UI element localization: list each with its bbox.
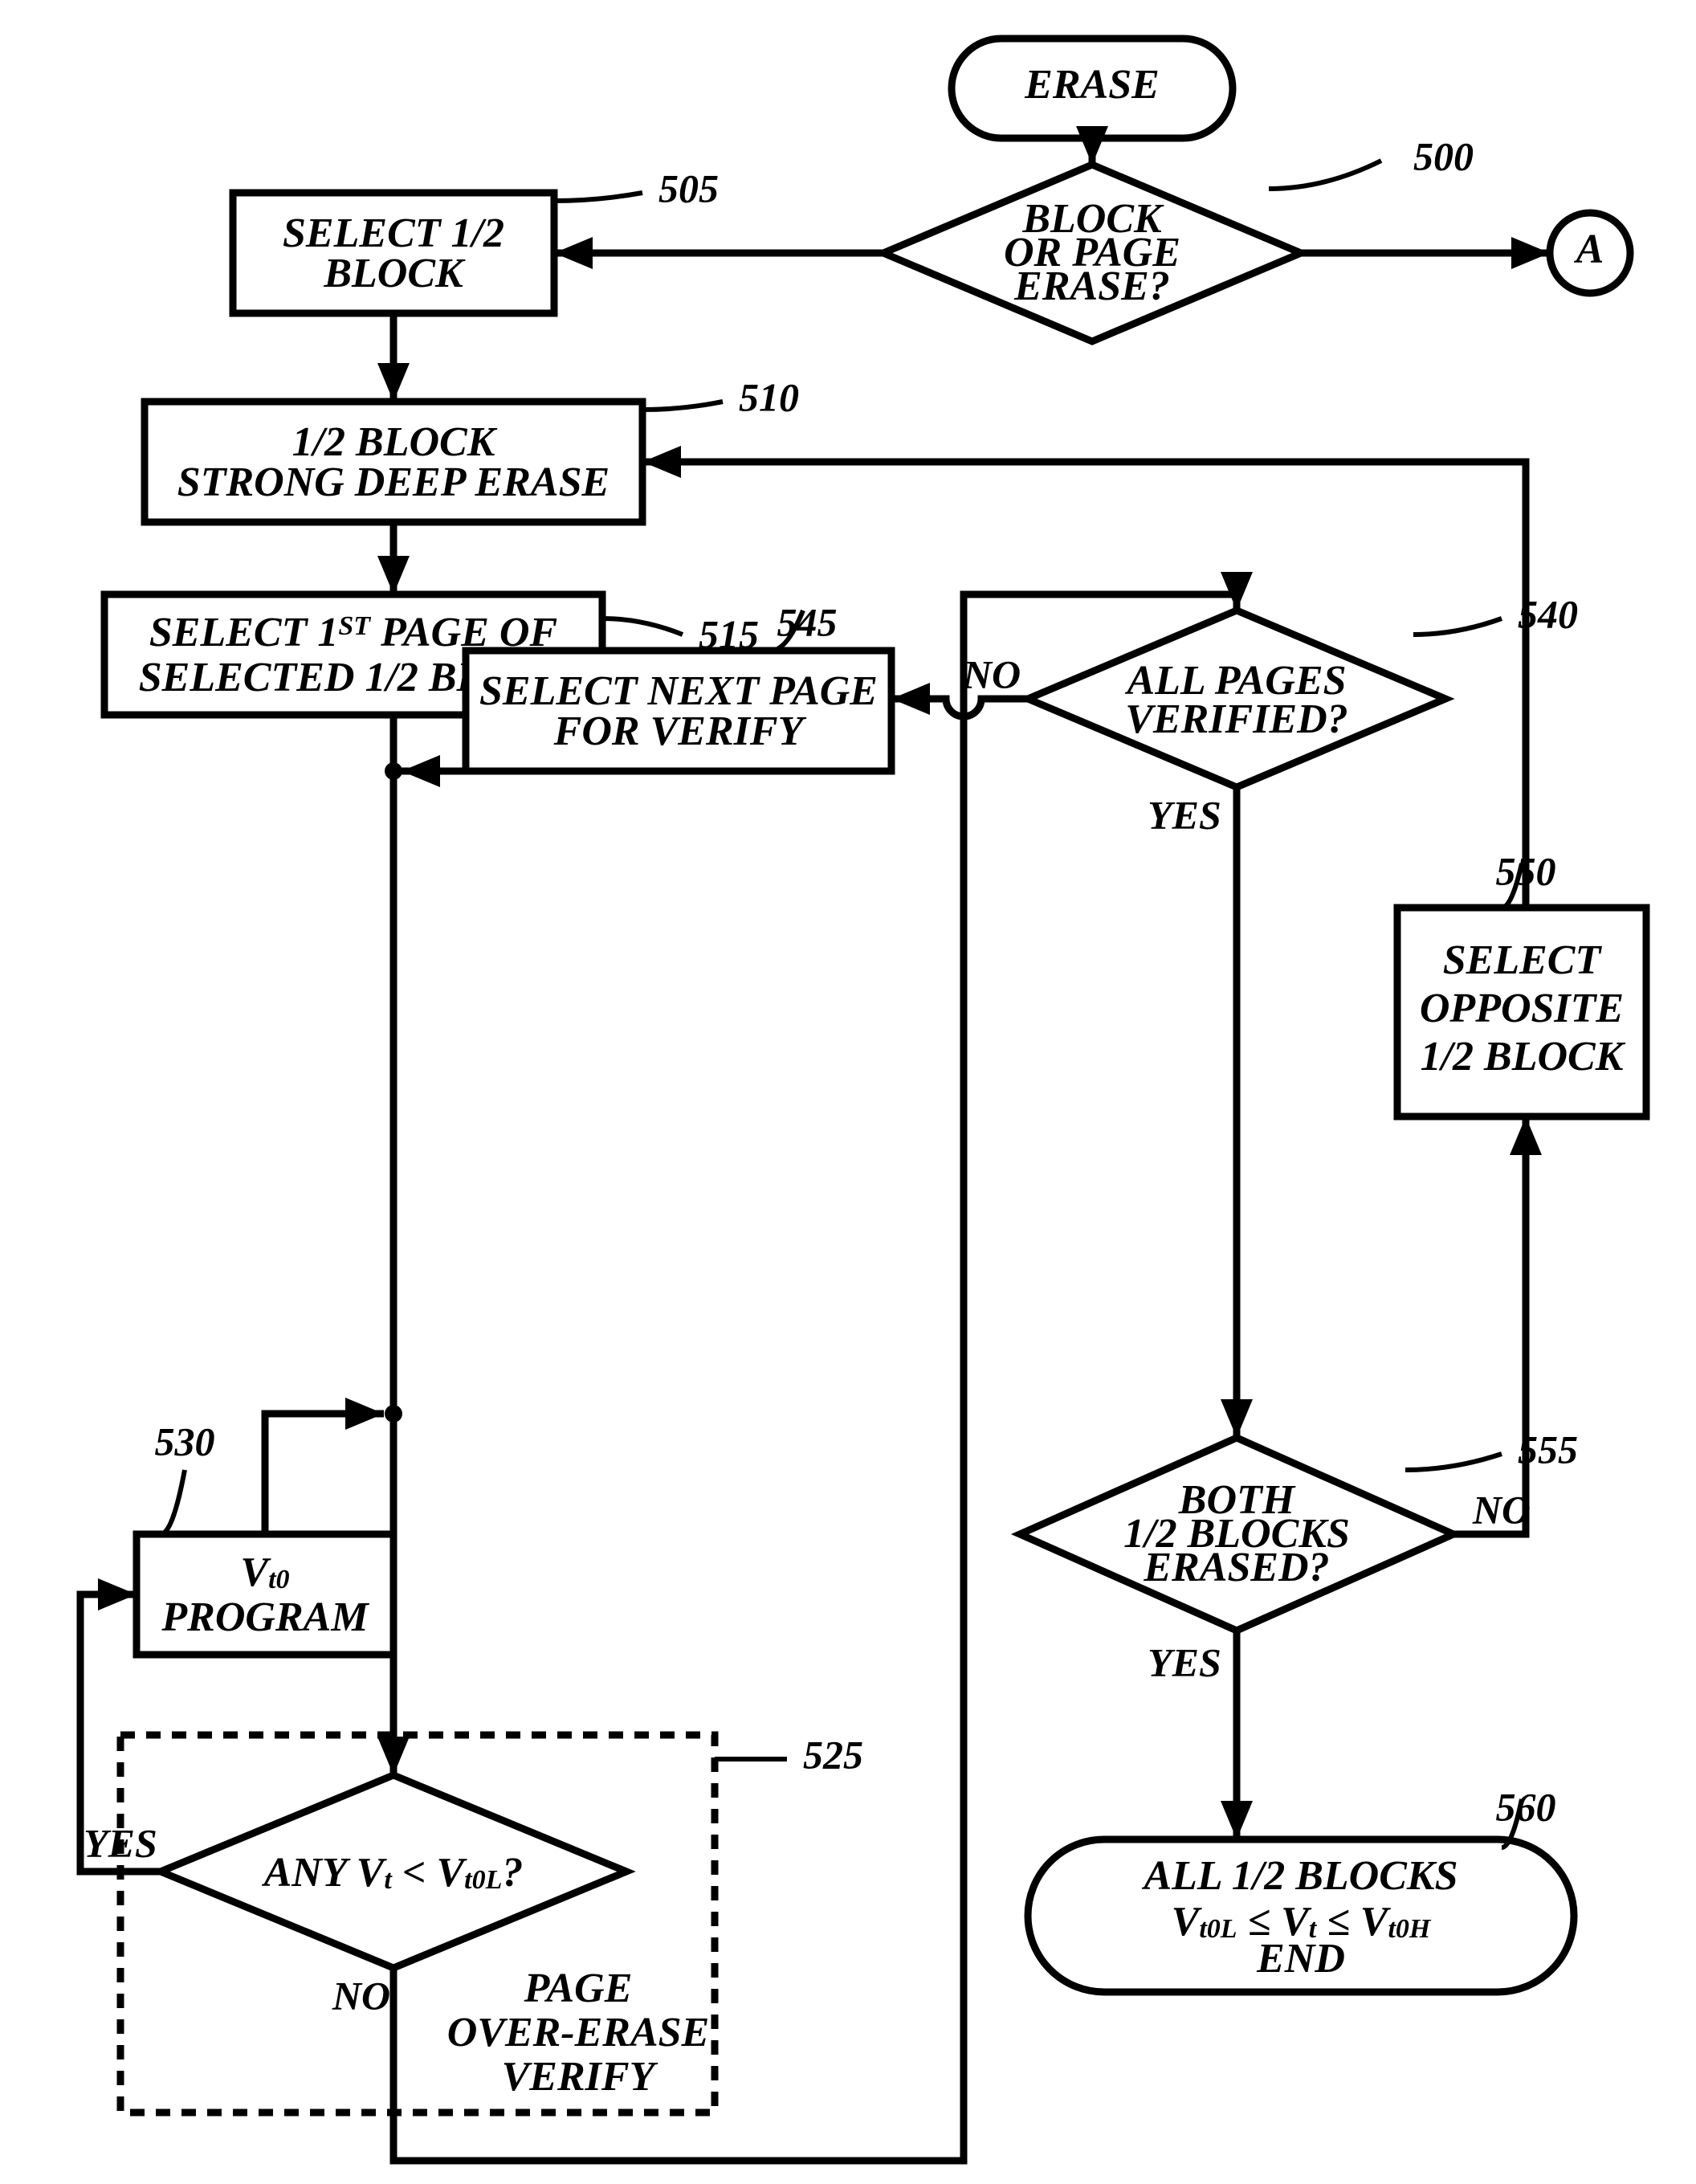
ref-545: 545 (777, 599, 838, 644)
svg-text:BLOCK: BLOCK (323, 251, 466, 296)
svg-text:ERASE?: ERASE? (1013, 263, 1170, 309)
svg-text:ERASED?: ERASED? (1143, 1545, 1329, 1590)
svg-text:ALL 1/2 BLOCKS: ALL 1/2 BLOCKS (1141, 1853, 1458, 1899)
svg-text:SELECT NEXT PAGE: SELECT NEXT PAGE (479, 668, 878, 714)
svg-text:YES: YES (1148, 792, 1221, 837)
svg-text:NO: NO (962, 651, 1021, 696)
svg-text:NO: NO (332, 1973, 390, 2018)
ref-505: 505 (658, 165, 719, 210)
ref-530: 530 (155, 1419, 215, 1463)
svg-text:OVER-ERASE: OVER-ERASE (447, 2010, 710, 2055)
ref-525: 525 (803, 1732, 863, 1777)
svg-text:1/2 BLOCK: 1/2 BLOCK (1421, 1034, 1626, 1080)
svg-text:SELECT 1/2: SELECT 1/2 (283, 210, 504, 256)
erase-label: ERASE (1024, 62, 1160, 108)
ref-560: 560 (1496, 1784, 1556, 1829)
svg-text:YES: YES (1148, 1639, 1221, 1684)
svg-text:YES: YES (84, 1820, 157, 1865)
svg-text:FOR VERIFY: FOR VERIFY (553, 708, 807, 754)
ref-500: 500 (1413, 133, 1474, 178)
svg-text:A: A (1574, 227, 1604, 272)
svg-text:SELECT: SELECT (1443, 937, 1603, 983)
ref-510: 510 (739, 374, 799, 419)
svg-text:NO: NO (1472, 1487, 1531, 1532)
svg-text:VERIFIED?: VERIFIED? (1125, 696, 1347, 742)
svg-text:OPPOSITE: OPPOSITE (1420, 986, 1624, 1031)
svg-text:END: END (1256, 1936, 1345, 1982)
svg-text:PROGRAM: PROGRAM (161, 1594, 369, 1640)
svg-text:STRONG DEEP ERASE: STRONG DEEP ERASE (177, 459, 610, 505)
svg-text:1/2 BLOCK: 1/2 BLOCK (292, 419, 498, 465)
svg-text:VERIFY: VERIFY (502, 2054, 658, 2100)
svg-text:PAGE: PAGE (524, 1966, 633, 2011)
